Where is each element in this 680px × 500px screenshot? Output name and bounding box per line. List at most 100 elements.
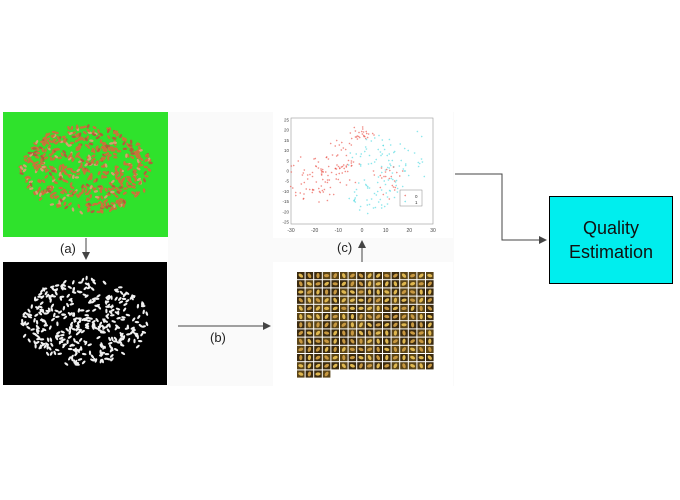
svg-text:*: *: [408, 174, 410, 179]
svg-text:*: *: [384, 205, 386, 210]
svg-text:*: *: [351, 137, 353, 142]
svg-text:*: *: [388, 153, 390, 158]
svg-text:*: *: [319, 191, 321, 196]
svg-text:*: *: [342, 146, 344, 151]
svg-text:*: *: [326, 181, 328, 186]
svg-text:*: *: [337, 178, 339, 183]
svg-text:*: *: [341, 172, 343, 177]
svg-text:*: *: [360, 152, 362, 157]
svg-text:*: *: [421, 135, 423, 140]
svg-text:*: *: [349, 178, 351, 183]
svg-text:*: *: [303, 169, 305, 174]
svg-text:*: *: [335, 178, 337, 183]
svg-text:*: *: [403, 170, 405, 175]
svg-text:*: *: [361, 132, 363, 137]
svg-text:*: *: [360, 163, 362, 168]
scatter-y-tick: 10: [284, 148, 290, 153]
scatter-legend-label: 0: [415, 194, 418, 199]
svg-text:*: *: [384, 148, 386, 153]
svg-text:*: *: [366, 132, 368, 137]
svg-text:*: *: [337, 153, 339, 158]
svg-text:*: *: [328, 179, 330, 184]
svg-text:*: *: [353, 199, 355, 204]
svg-text:*: *: [300, 183, 302, 188]
svg-text:*: *: [309, 173, 311, 178]
svg-text:*: *: [348, 197, 350, 202]
svg-text:*: *: [292, 187, 294, 192]
svg-text:*: *: [293, 164, 295, 169]
svg-text:*: *: [373, 134, 375, 139]
svg-text:*: *: [385, 170, 387, 175]
scatter-legend-box: [399, 189, 423, 207]
svg-text:*: *: [390, 164, 392, 169]
svg-text:*: *: [416, 130, 418, 135]
svg-text:*: *: [321, 189, 323, 194]
svg-text:*: *: [321, 173, 323, 178]
svg-text:*: *: [325, 171, 327, 176]
svg-text:*: *: [361, 130, 363, 135]
svg-text:*: *: [355, 152, 357, 157]
svg-text:*: *: [343, 167, 345, 172]
svg-text:*: *: [364, 135, 366, 140]
svg-text:*: *: [373, 174, 375, 179]
svg-text:*: *: [368, 132, 370, 137]
svg-text:*: *: [303, 197, 305, 202]
svg-text:*: *: [354, 129, 356, 134]
svg-text:*: *: [327, 178, 329, 183]
svg-text:*: *: [351, 156, 353, 161]
svg-text:*: *: [377, 148, 379, 153]
svg-text:*: *: [365, 183, 367, 188]
svg-text:*: *: [358, 131, 360, 136]
svg-text:*: *: [356, 188, 358, 193]
svg-text:*: *: [394, 186, 396, 191]
svg-text:*: *: [345, 148, 347, 153]
svg-text:*: *: [381, 153, 383, 158]
svg-text:*: *: [365, 146, 367, 151]
svg-text:*: *: [344, 170, 346, 175]
svg-text:*: *: [350, 165, 352, 170]
svg-text:*: *: [417, 161, 419, 166]
svg-text:*: *: [331, 171, 333, 176]
svg-text:*: *: [398, 165, 400, 170]
svg-text:*: *: [290, 165, 292, 170]
svg-text:*: *: [382, 193, 384, 198]
svg-text:*: *: [334, 144, 336, 149]
svg-text:*: *: [322, 170, 324, 175]
svg-text:*: *: [333, 193, 335, 198]
svg-text:*: *: [365, 137, 367, 142]
svg-text:*: *: [378, 200, 380, 205]
svg-text:*: *: [381, 138, 383, 143]
svg-text:*: *: [388, 177, 390, 182]
svg-text:*: *: [421, 157, 423, 162]
svg-text:*: *: [307, 177, 309, 182]
svg-text:*: *: [366, 198, 368, 203]
svg-text:*: *: [405, 162, 407, 167]
svg-text:*: *: [345, 165, 347, 170]
svg-text:*: *: [356, 194, 358, 199]
svg-text:*: *: [382, 144, 384, 149]
scatter-x-tick: -10: [335, 228, 342, 234]
svg-text:*: *: [321, 174, 323, 179]
svg-text:*: *: [394, 150, 396, 155]
svg-text:*: *: [290, 185, 292, 190]
svg-text:*: *: [390, 175, 392, 180]
svg-text:*: *: [302, 198, 304, 203]
svg-text:*: *: [375, 193, 377, 198]
svg-text:*: *: [339, 167, 341, 172]
scatter-y-tick: 25: [284, 118, 290, 123]
scatter-x-tick: 10: [383, 228, 389, 234]
svg-text:*: *: [379, 174, 381, 179]
svg-text:*: *: [380, 154, 382, 159]
svg-text:*: *: [336, 139, 338, 144]
svg-text:*: *: [327, 157, 329, 162]
svg-text:*: *: [369, 187, 371, 192]
svg-text:*: *: [324, 181, 326, 186]
svg-text:*: *: [385, 169, 387, 174]
svg-text:*: *: [323, 188, 325, 193]
svg-text:*: *: [335, 167, 337, 172]
svg-text:*: *: [399, 143, 401, 148]
svg-text:*: *: [340, 148, 342, 153]
svg-text:*: *: [341, 166, 343, 171]
svg-text:*: *: [367, 136, 369, 141]
svg-text:*: *: [382, 144, 384, 149]
